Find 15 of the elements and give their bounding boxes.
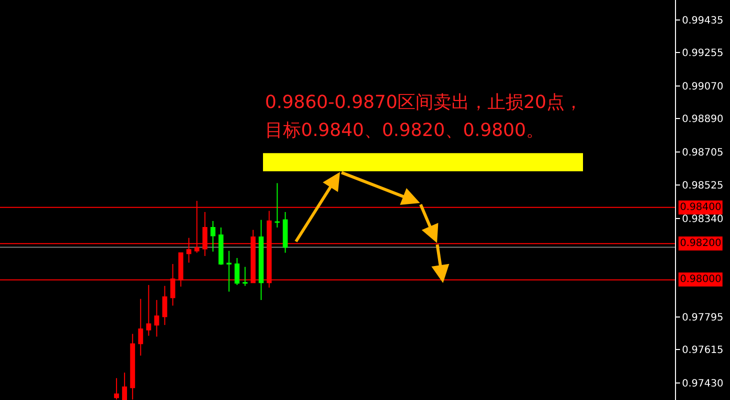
- y-tick-label: 0.97795: [682, 312, 724, 324]
- ref-line-label: 0.98200: [680, 238, 722, 249]
- y-tick-label: 0.99435: [682, 15, 724, 26]
- ref-line-label: 0.98400: [680, 202, 722, 213]
- y-tick-label: 0.98890: [682, 114, 724, 126]
- y-tick-label: 0.99255: [682, 48, 724, 60]
- annotation: 目标0.9840、0.9820、0.9800。: [265, 120, 544, 141]
- y-tick-label: 0.98525: [682, 180, 724, 192]
- y-tick-label: 0.97430: [682, 378, 724, 390]
- y-tick-label: 0.98705: [682, 148, 724, 159]
- ref-line-label: 0.98000: [680, 274, 722, 285]
- y-tick-label: 0.99070: [682, 82, 724, 93]
- y-tick-label: 0.97615: [682, 345, 724, 356]
- annotation: 0.9860-0.9870区间卖出，止损20点，: [265, 92, 582, 113]
- y-tick-label: 0.98340: [682, 214, 724, 225]
